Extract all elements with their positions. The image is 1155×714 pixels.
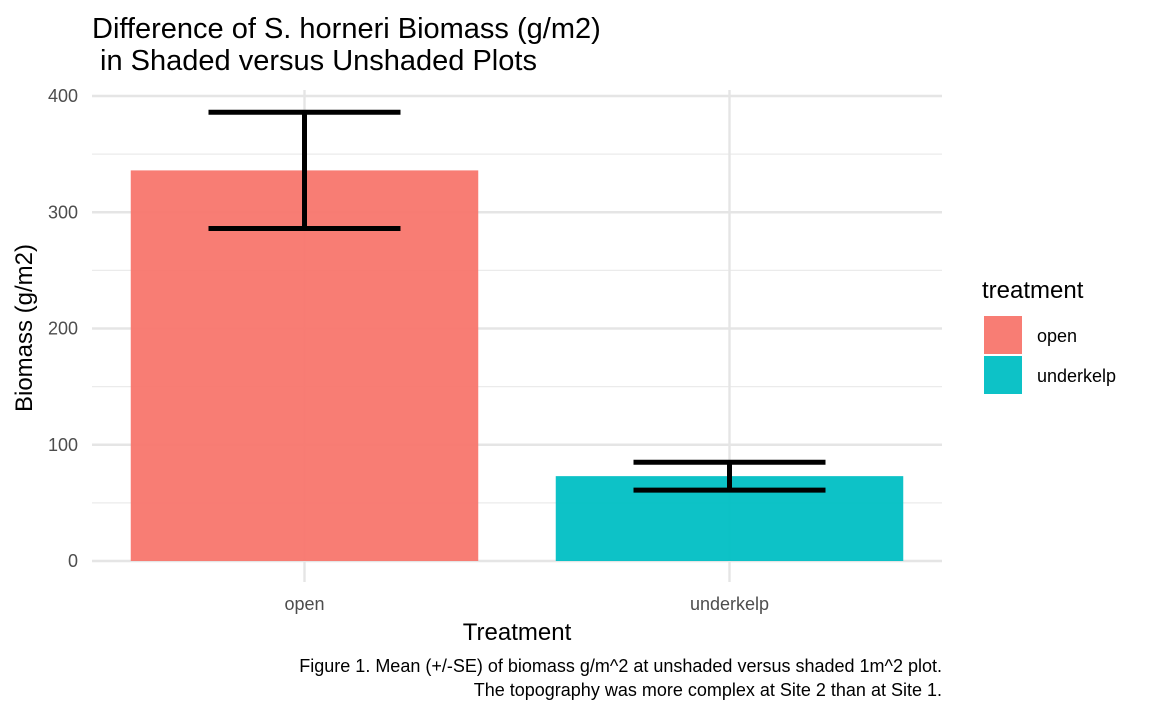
bar-open <box>130 170 479 561</box>
legend-entry-underkelp: underkelp <box>984 356 1116 394</box>
x-axis-ticks: open underkelp <box>284 594 769 614</box>
y-axis-title: Biomass (g/m2) <box>11 244 38 412</box>
y-tick-label: 400 <box>48 86 78 106</box>
x-axis-title: Treatment <box>463 619 572 646</box>
bars <box>130 170 904 561</box>
legend: treatment open underkelp <box>982 277 1116 394</box>
y-tick-label: 200 <box>48 319 78 339</box>
chart-title-line-2: in Shaded versus Unshaded Plots <box>92 45 537 77</box>
legend-label: underkelp <box>1037 366 1116 386</box>
legend-swatch <box>984 316 1022 354</box>
y-axis-ticks: 0 100 200 300 400 <box>48 86 78 571</box>
legend-entries: open underkelp <box>984 316 1116 394</box>
error-bar-open <box>208 109 401 232</box>
legend-swatch <box>984 356 1022 394</box>
legend-entry-open: open <box>984 316 1077 354</box>
chart-title-line-1: Difference of S. horneri Biomass (g/m2) <box>92 13 601 45</box>
y-tick-label: 0 <box>68 551 78 571</box>
caption-line-2: The topography was more complex at Site … <box>474 680 942 700</box>
y-tick-label: 300 <box>48 202 78 222</box>
error-bars <box>208 109 826 493</box>
x-tick-label: open <box>284 594 324 614</box>
y-tick-label: 100 <box>48 435 78 455</box>
caption-line-1: Figure 1. Mean (+/-SE) of biomass g/m^2 … <box>299 656 942 676</box>
error-bar-underkelp <box>633 459 826 493</box>
legend-title: treatment <box>982 277 1084 304</box>
x-tick-label: underkelp <box>690 594 769 614</box>
legend-label: open <box>1037 326 1077 346</box>
